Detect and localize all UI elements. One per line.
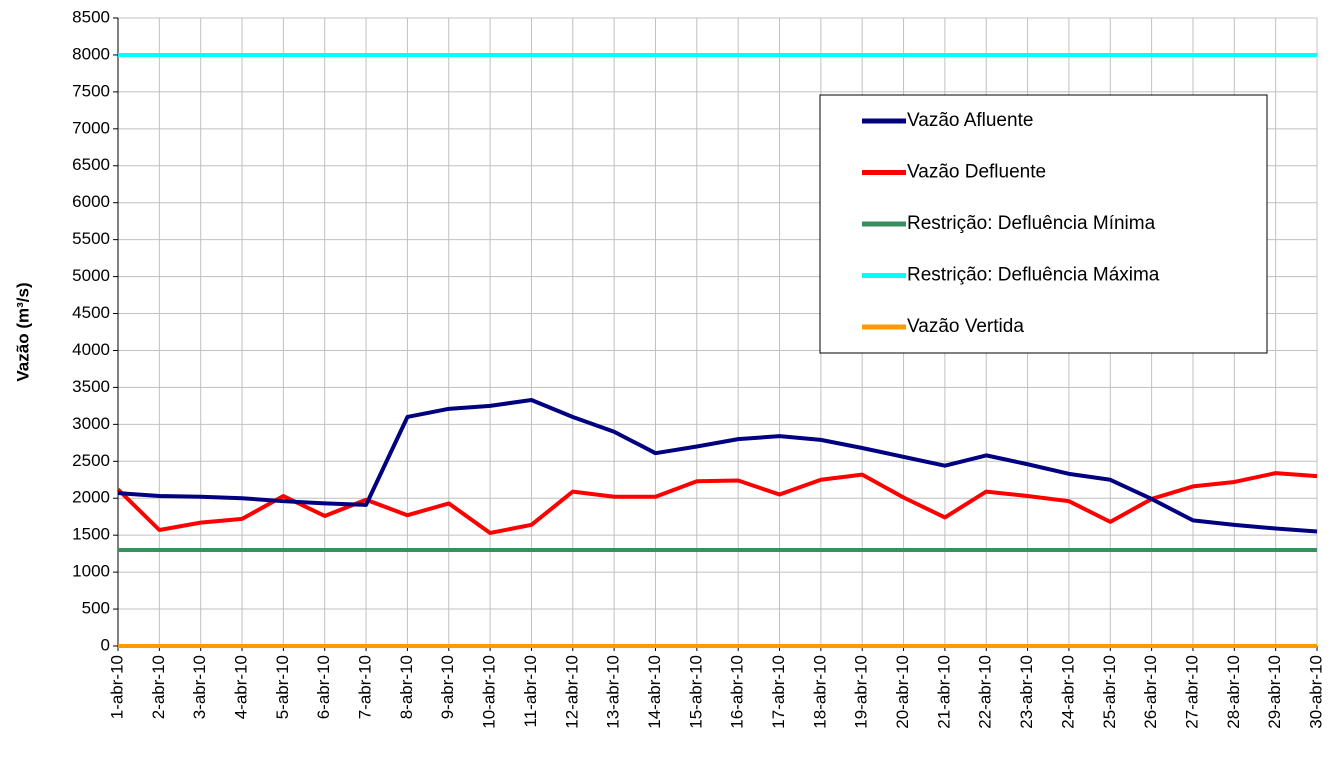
x-tick-label: 3-abr-10 [190,655,209,719]
x-tick-label: 24-abr-10 [1058,655,1077,729]
x-tick-label: 12-abr-10 [562,655,581,729]
y-tick-label: 500 [82,599,110,618]
x-tick-label: 26-abr-10 [1141,655,1160,729]
y-tick-label: 6500 [72,155,110,174]
x-tick-label: 15-abr-10 [686,655,705,729]
legend-label: Vazão Afluente [907,110,1033,131]
y-tick-label: 5500 [72,229,110,248]
legend-label: Vazão Vertida [907,316,1024,337]
x-tick-label: 19-abr-10 [852,655,871,729]
x-tick-label: 30-abr-10 [1306,655,1325,729]
x-tick-label: 9-abr-10 [438,655,457,719]
y-tick-label: 5000 [72,266,110,285]
x-tick-label: 20-abr-10 [893,655,912,729]
x-tick-label: 1-abr-10 [107,655,126,719]
x-tick-label: 2-abr-10 [149,655,168,719]
x-tick-label: 4-abr-10 [232,655,251,719]
y-tick-label: 3000 [72,414,110,433]
x-tick-label: 17-abr-10 [769,655,788,729]
x-tick-label: 5-abr-10 [273,655,292,719]
x-tick-label: 11-abr-10 [521,655,540,727]
x-tick-label: 8-abr-10 [397,655,416,719]
y-tick-label: 4500 [72,303,110,322]
y-tick-label: 0 [101,635,110,654]
y-tick-label: 7000 [72,118,110,137]
y-tick-label: 1500 [72,525,110,544]
y-axis-label: Vazão (m³/s) [13,282,32,381]
y-tick-label: 6000 [72,192,110,211]
y-tick-label: 1000 [72,562,110,581]
x-tick-label: 22-abr-10 [976,655,995,729]
x-tick-label: 23-abr-10 [1017,655,1036,729]
y-tick-label: 8500 [72,7,110,26]
x-tick-label: 21-abr-10 [934,655,953,729]
y-tick-label: 8000 [72,44,110,63]
x-tick-label: 18-abr-10 [810,655,829,729]
x-tick-label: 29-abr-10 [1265,655,1284,729]
y-tick-label: 2000 [72,488,110,507]
legend-label: Vazão Defluente [907,162,1046,183]
legend-label: Restrição: Defluência Máxima [907,265,1160,286]
x-tick-label: 25-abr-10 [1100,655,1119,729]
y-tick-label: 2500 [72,451,110,470]
series-line [116,471,1318,535]
x-tick-label: 6-abr-10 [314,655,333,719]
legend-label: Restrição: Defluência Mínima [907,213,1156,234]
series-line [117,397,1318,534]
y-tick-label: 4000 [72,340,110,359]
x-tick-label: 16-abr-10 [728,655,747,729]
x-tick-label: 10-abr-10 [480,655,499,729]
y-tick-label: 7500 [72,81,110,100]
x-tick-label: 28-abr-10 [1224,655,1243,729]
x-tick-label: 14-abr-10 [645,655,664,729]
y-tick-label: 3500 [72,377,110,396]
x-tick-label: 13-abr-10 [604,655,623,729]
x-tick-label: 27-abr-10 [1182,655,1201,729]
x-tick-label: 7-abr-10 [356,655,375,719]
